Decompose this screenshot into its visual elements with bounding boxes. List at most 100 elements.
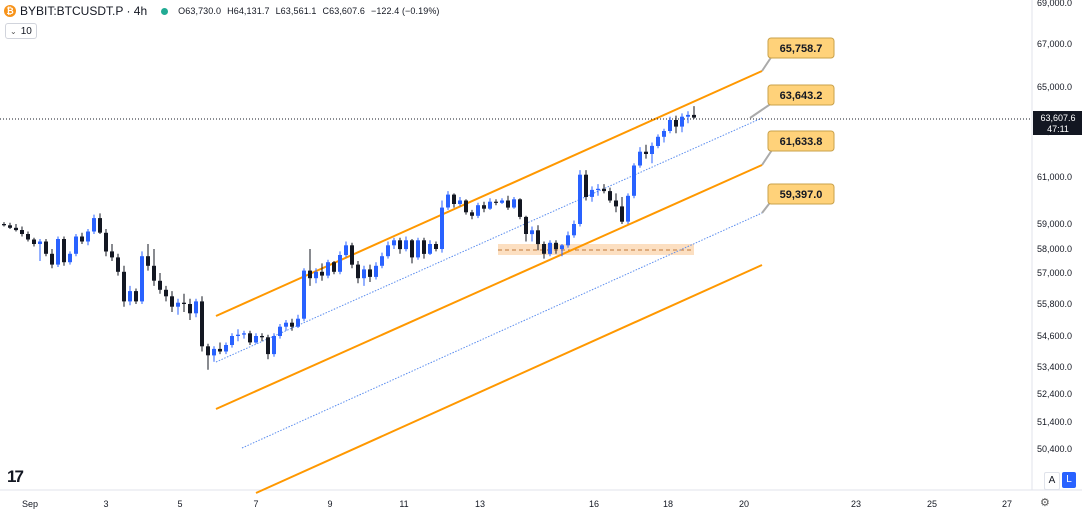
- candle-body: [44, 241, 48, 254]
- candle-body: [278, 326, 282, 336]
- candle-body: [548, 242, 552, 254]
- y-tick-label: 51,400.0: [1037, 417, 1072, 427]
- symbol-title[interactable]: BYBIT:BTCUSDT.P · 4h: [20, 4, 148, 18]
- chevron-down-icon: ⌄: [10, 26, 17, 36]
- log-scale-button[interactable]: L: [1062, 472, 1076, 488]
- candle-body: [512, 199, 516, 208]
- dotted-channel-upper[interactable]: [215, 117, 763, 363]
- price-callout-4[interactable]: 59,397.0: [767, 183, 835, 205]
- x-tick-label: 11: [399, 499, 408, 509]
- candle-body: [152, 265, 156, 281]
- y-tick-label: 52,400.0: [1037, 389, 1072, 399]
- x-tick-label: 20: [739, 499, 749, 509]
- candle-body: [542, 244, 546, 254]
- candle-body: [578, 174, 582, 224]
- dotted-channel-lower[interactable]: [241, 212, 763, 449]
- candle-body: [482, 205, 486, 209]
- candle-body: [608, 191, 612, 201]
- candle-body: [416, 240, 420, 258]
- candle-body: [158, 280, 162, 290]
- candle-body: [656, 136, 660, 146]
- candle-body: [464, 200, 468, 213]
- volume-indicator-toggle[interactable]: ⌄ 10: [5, 23, 37, 39]
- x-tick-label: 25: [927, 499, 937, 509]
- candle-body: [446, 194, 450, 208]
- x-tick-label: 9: [327, 499, 332, 509]
- candle-body: [398, 240, 402, 250]
- candle-body: [248, 333, 252, 343]
- candle-body: [458, 200, 462, 204]
- x-tick-label: 16: [589, 499, 599, 509]
- y-tick-label: 67,000.0: [1037, 39, 1072, 49]
- candle-body: [476, 205, 480, 216]
- candle-body: [2, 224, 6, 226]
- price-callout-1-text: 65,758.7: [780, 43, 823, 55]
- candle-body: [140, 256, 144, 302]
- auto-scale-button[interactable]: A: [1044, 472, 1060, 490]
- candle-body: [368, 269, 372, 277]
- candle-body: [50, 253, 54, 265]
- candle-body: [266, 337, 270, 355]
- candle-body: [506, 200, 510, 208]
- callout-connector-3: [761, 149, 773, 166]
- candle-body: [404, 240, 408, 250]
- candle-body: [194, 301, 198, 314]
- x-tick-label: 23: [851, 499, 861, 509]
- candle-body: [326, 262, 330, 276]
- candle-body: [494, 201, 498, 203]
- candle-body: [260, 336, 264, 338]
- candle-body: [218, 348, 222, 352]
- candle-body: [614, 200, 618, 207]
- candle-body: [56, 239, 60, 265]
- candle-body: [584, 174, 588, 197]
- candle-body: [302, 270, 306, 319]
- market-status-icon[interactable]: [161, 7, 169, 15]
- candle-body: [284, 322, 288, 327]
- tradingview-logo-icon[interactable]: 17: [7, 467, 24, 486]
- candle-body: [314, 271, 318, 279]
- candle-body: [38, 241, 42, 244]
- candle-body: [188, 304, 192, 314]
- time-axis[interactable]: Sep 3 5 7 9 11 13 16 18 20 23 25 27: [22, 499, 1012, 509]
- candle-body: [632, 165, 636, 196]
- channel-line-top[interactable]: [215, 70, 763, 317]
- candle-body: [692, 114, 696, 118]
- channel-line-bottom[interactable]: [255, 264, 763, 494]
- candle-body: [470, 212, 474, 216]
- symbol-legend: ₿ BYBIT:BTCUSDT.P · 4h O63,730.0 H64,131…: [4, 2, 446, 20]
- channel-line-middle[interactable]: [215, 164, 763, 410]
- candle-body: [410, 240, 414, 258]
- price-callout-3[interactable]: 61,633.8: [767, 130, 835, 152]
- candle-body: [626, 195, 630, 222]
- candle-body: [92, 218, 96, 232]
- candle-body: [374, 265, 378, 277]
- candle-body: [356, 264, 360, 279]
- last-price-value: 63,607.6: [1040, 113, 1075, 123]
- candle-body: [572, 224, 576, 236]
- candle-body: [434, 244, 438, 249]
- candle-body: [86, 231, 90, 242]
- callout-connector-2: [749, 102, 773, 119]
- price-callout-3-text: 61,633.8: [780, 136, 823, 148]
- candle-body: [650, 145, 654, 154]
- candle-body: [680, 116, 684, 127]
- candle-body: [488, 201, 492, 209]
- candle-body: [230, 336, 234, 345]
- candle-body: [452, 194, 456, 204]
- price-callout-2[interactable]: 63,643.2: [767, 84, 835, 106]
- candle-body: [596, 188, 600, 190]
- candle-body: [674, 120, 678, 127]
- y-tick-label: 61,000.0: [1037, 172, 1072, 182]
- price-callout-1[interactable]: 65,758.7: [767, 37, 835, 59]
- candle-body: [638, 151, 642, 166]
- y-tick-label: 69,000.0: [1037, 0, 1072, 8]
- candle-body: [518, 199, 522, 217]
- candle-body: [338, 255, 342, 272]
- y-tick-label: 57,000.0: [1037, 268, 1072, 278]
- candle-body: [116, 257, 120, 272]
- candle-body: [176, 302, 180, 307]
- settings-gear-icon[interactable]: ⚙: [1040, 497, 1050, 509]
- x-tick-label: 18: [663, 499, 673, 509]
